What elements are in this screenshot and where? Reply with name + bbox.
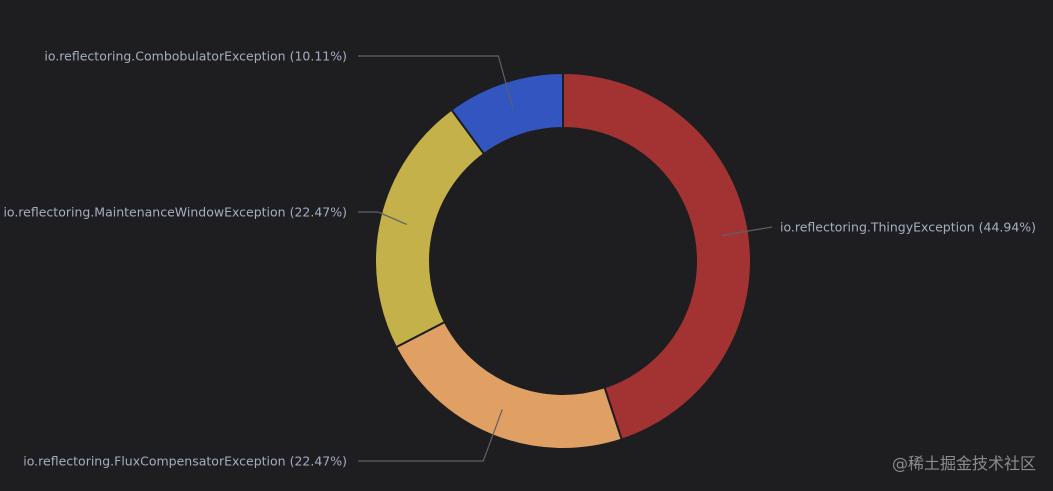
leader-line-fluxcompensatorexception: [358, 409, 503, 462]
slice-label-thingyexception: io.reflectoring.ThingyException (44.94%): [780, 219, 1036, 234]
leader-line-thingyexception: [721, 226, 773, 237]
slice-maintenancewindowexception[interactable]: [374, 108, 486, 349]
leader-lines-layer: [358, 55, 773, 462]
slice-label-maintenancewindowexception: io.reflectoring.MaintenanceWindowExcepti…: [3, 204, 347, 219]
slice-fluxcompensatorexception[interactable]: [394, 320, 623, 450]
slice-combobulatorexception[interactable]: [450, 71, 564, 156]
leader-line-combobulatorexception: [358, 55, 514, 109]
slice-label-fluxcompensatorexception: io.reflectoring.FluxCompensatorException…: [23, 453, 347, 468]
slice-label-combobulatorexception: io.reflectoring.CombobulatorException (1…: [44, 48, 347, 63]
labels-layer: io.reflectoring.ThingyException (44.94%)…: [3, 48, 1036, 468]
slices-layer: [374, 71, 752, 450]
watermark: @稀土掘金技术社区: [891, 454, 1036, 473]
leader-line-maintenancewindowexception: [358, 211, 407, 226]
slice-thingyexception[interactable]: [562, 71, 752, 441]
